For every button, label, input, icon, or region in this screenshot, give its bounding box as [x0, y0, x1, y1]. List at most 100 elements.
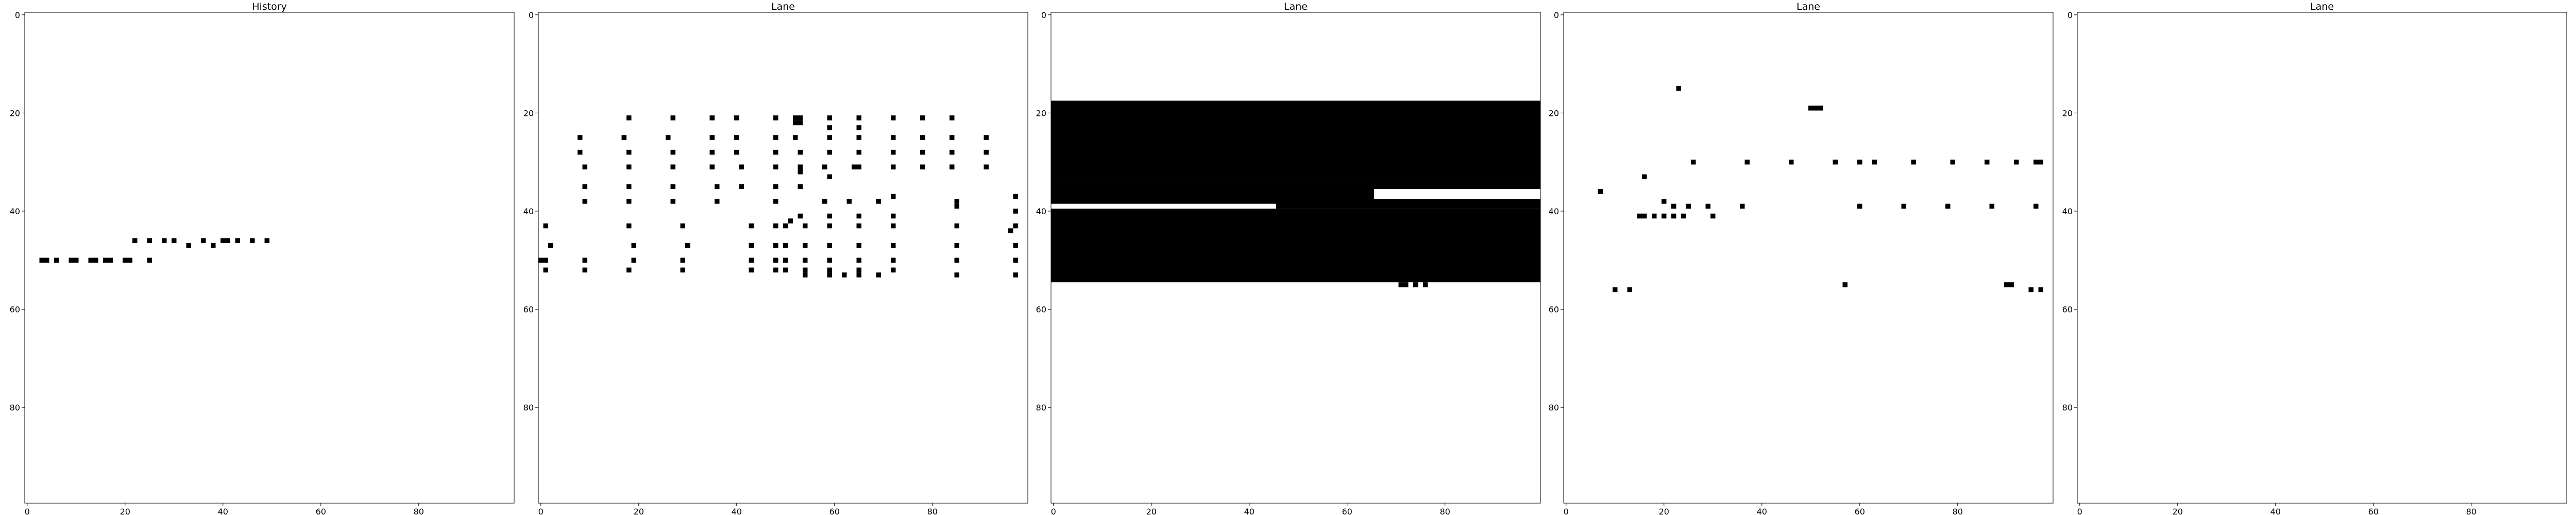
- cell: [954, 243, 959, 248]
- cell: [221, 238, 226, 243]
- cell: [827, 115, 832, 121]
- cell: [891, 164, 896, 169]
- cell: [773, 258, 778, 263]
- cell: [783, 267, 788, 273]
- cell: [1945, 203, 1951, 209]
- cell: [1676, 85, 1681, 91]
- x-tick-label: 80: [927, 507, 938, 515]
- cell: [827, 174, 832, 180]
- cell: [709, 149, 715, 155]
- cell: [891, 258, 896, 263]
- cell: [39, 258, 44, 263]
- cell: [1100, 106, 1105, 111]
- cell: [1642, 174, 1647, 180]
- cell: [1061, 106, 1066, 111]
- cell: [264, 238, 269, 243]
- cell: [803, 272, 808, 278]
- cell: [891, 213, 896, 219]
- cell: [670, 115, 675, 121]
- cell: [1637, 213, 1642, 219]
- cell: [621, 135, 626, 140]
- cell: [773, 164, 778, 169]
- panel-4: Lane 0 20 40 60 80 0 20 40 60 80: [1549, 1, 2054, 515]
- cell: [123, 258, 128, 263]
- cell: [920, 164, 925, 169]
- cell: [582, 184, 587, 190]
- y-tick-label: 60: [1036, 305, 1046, 315]
- cell: [783, 243, 788, 248]
- cell: [798, 149, 803, 155]
- cell: [1857, 203, 1862, 209]
- cell: [582, 164, 587, 169]
- y-tick-label: 80: [523, 403, 534, 413]
- cell: [856, 135, 861, 140]
- x-tick-label: 80: [1440, 507, 1450, 515]
- cell: [773, 184, 778, 190]
- filled-region: [1051, 179, 1374, 199]
- cell: [1403, 282, 1409, 287]
- cell: [715, 184, 720, 190]
- cell: [225, 238, 230, 243]
- y-tick-label: 20: [1036, 108, 1046, 118]
- cell: [856, 164, 861, 169]
- cell: [670, 184, 675, 190]
- cell: [1833, 159, 1838, 165]
- cell: [739, 184, 744, 190]
- cell: [788, 218, 793, 224]
- cell: [749, 223, 754, 229]
- cell: [2038, 159, 2043, 165]
- cell: [793, 115, 798, 121]
- x-tick-label: 80: [414, 507, 424, 515]
- cell: [127, 258, 132, 263]
- cell: [856, 125, 861, 130]
- cell: [803, 243, 808, 248]
- cell: [1013, 194, 1018, 199]
- cell: [1813, 106, 1818, 111]
- cell: [856, 149, 861, 155]
- cell: [69, 258, 74, 263]
- cell: [1842, 282, 1848, 287]
- cell: [680, 223, 685, 229]
- cell: [1901, 203, 1906, 209]
- cell: [147, 238, 152, 243]
- cell: [950, 149, 955, 155]
- cell: [1423, 282, 1428, 287]
- filled-region: [1374, 179, 1540, 190]
- axes-frame: [1050, 12, 1541, 504]
- cell: [1705, 203, 1710, 209]
- cell: [1671, 213, 1676, 219]
- cell: [670, 164, 675, 169]
- cell: [827, 267, 832, 273]
- y-tick-label: 80: [1549, 403, 1559, 413]
- cell: [582, 267, 587, 273]
- cell: [211, 243, 216, 248]
- cell: [1013, 223, 1018, 229]
- cell: [631, 243, 636, 248]
- cell: [891, 243, 896, 248]
- cell: [1008, 228, 1013, 233]
- y-tick-label: 80: [2062, 403, 2073, 413]
- cell: [631, 258, 636, 263]
- cell: [856, 223, 861, 229]
- cell: [734, 135, 739, 140]
- cell: [798, 115, 803, 121]
- cell: [1985, 159, 1990, 165]
- filled-region: [1051, 199, 1276, 204]
- cell: [1686, 203, 1691, 209]
- cell: [827, 135, 832, 140]
- cell: [891, 223, 896, 229]
- cell: [827, 223, 832, 229]
- filled-region: [1051, 209, 1540, 283]
- cell: [1065, 106, 1071, 111]
- panel-title: History: [252, 1, 287, 12]
- cell: [1691, 159, 1696, 165]
- y-tick-label: 0: [1554, 10, 1559, 20]
- cell: [709, 164, 715, 169]
- x-tick-label: 60: [2368, 507, 2379, 515]
- cell: [827, 258, 832, 263]
- cell: [773, 243, 778, 248]
- filled-region: [1276, 199, 1540, 209]
- cell: [856, 272, 861, 278]
- axes-frame: [538, 12, 1028, 504]
